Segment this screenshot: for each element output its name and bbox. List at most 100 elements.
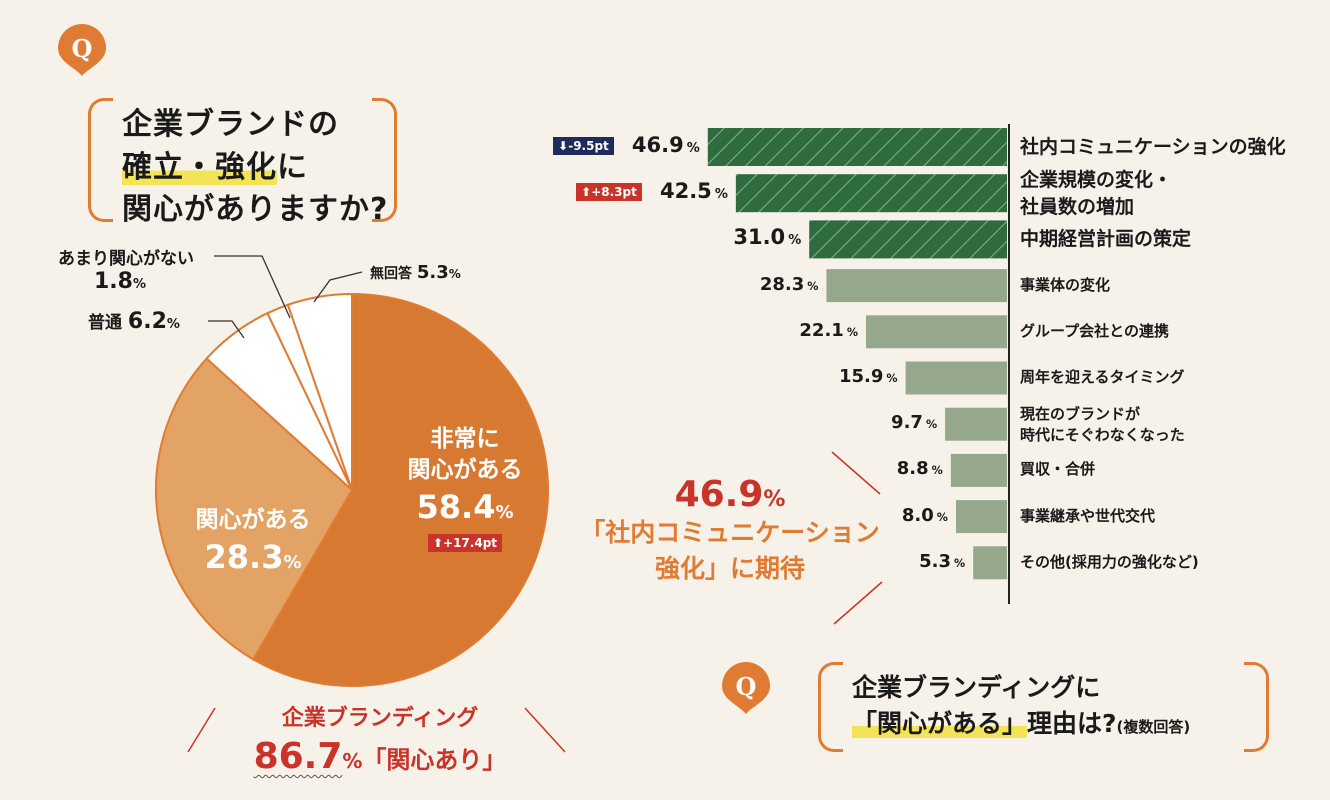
very-number: 58.4 <box>416 488 496 527</box>
leader-noanswer <box>313 271 363 303</box>
bar-value-label: 15.9% <box>838 366 898 387</box>
bar-9 <box>955 500 1007 534</box>
callout-noanswer-label: 無回答 <box>370 266 412 282</box>
q-badge-icon: Q <box>58 24 106 76</box>
bar-value-label: 22.1% <box>799 319 859 341</box>
q1-badge-text: Q <box>72 34 93 63</box>
bar-category-label: グループ会社との連携 <box>1020 321 1169 340</box>
q1-bracket-right <box>372 98 397 222</box>
bar-category-label: 企業規模の変化・ 社員数の増加 <box>1020 169 1173 218</box>
q2-bracket-right <box>1244 662 1269 752</box>
slice-label-some: 関心がある 28.3% <box>178 500 328 576</box>
q2-bracket-left <box>818 662 843 752</box>
pie-slice-some <box>155 357 354 661</box>
q1-highlight: 確立・強化 <box>122 149 277 185</box>
q2-line2-rest: 理由は? <box>1027 709 1117 739</box>
q2-question: 企業ブランディングに 「関心がある」理由は?(複数回答) <box>852 670 1190 743</box>
very-change-text: +17.4pt <box>443 536 498 551</box>
callout-noanswer: 無回答 5.3% <box>370 262 461 283</box>
some-label: 関心がある <box>195 507 311 533</box>
center-note-line3: 強化」に期待 <box>654 554 805 584</box>
q-badge-icon: Q <box>722 662 770 714</box>
pct-unit: % <box>166 317 180 332</box>
pct-unit: % <box>132 277 147 292</box>
summary-unit: % <box>342 749 363 773</box>
bar-4 <box>826 269 1007 303</box>
note-slash-top <box>831 451 881 495</box>
summary-line1: 企業ブランディング <box>281 706 479 731</box>
bar-value-label: 5.3% <box>919 550 966 572</box>
callout-no-interest: あまり関心がない 1.8% <box>58 244 194 294</box>
bar-2 <box>735 174 1007 213</box>
bar-7 <box>945 407 1007 441</box>
pct-unit: % <box>283 552 302 573</box>
bar-value-label: 28.3% <box>759 273 819 295</box>
slice-label-very: 非常に 関心がある 58.4% ⬆+17.4pt <box>380 424 550 553</box>
q1-question: 企業ブランドの 確立・強化に 関心がありますか? <box>122 104 388 232</box>
summary-value: 86.7 <box>253 736 343 777</box>
callout-normal-value: 6.2 <box>127 309 167 334</box>
bar-change-badge: ⬇-9.5pt <box>553 137 614 155</box>
bar-change-badge: ⬆+8.3pt <box>576 183 642 202</box>
bar-value-label: 8.0% <box>901 504 948 526</box>
center-note-number: 46.9 <box>674 474 764 515</box>
very-line2: 関心がある <box>407 457 523 484</box>
summary-rest: 「関心あり」 <box>362 746 507 774</box>
q1-line2-rest: に <box>277 149 308 185</box>
leader-normal <box>208 320 245 339</box>
pie-slice-noanswer <box>286 292 353 491</box>
bar-1 <box>707 128 1007 166</box>
bar-category-label: その他(採用力の強化など) <box>1020 552 1199 571</box>
bar-category-label: 現在のブランドが 時代にそぐわなくなった <box>1020 405 1185 445</box>
center-note: 46.9% 「社内コミュニケーション 強化」に期待 <box>560 474 900 588</box>
q1-bracket-left <box>88 98 113 222</box>
q2-highlight: 「関心がある」 <box>852 709 1028 739</box>
callout-normal-label: 普通 <box>88 313 122 333</box>
q2-line1: 企業ブランディングに <box>852 673 1101 702</box>
bar-5 <box>866 315 1007 349</box>
some-number: 28.3 <box>204 538 284 576</box>
q2-badge-text: Q <box>736 672 757 701</box>
bar-value-label: 31.0% <box>733 225 802 250</box>
center-note-value: 46.9% <box>560 474 900 515</box>
summary-text: 企業ブランディング 86.7%「関心あり」 <box>230 700 530 777</box>
bar-value-label: 42.5% <box>659 179 728 204</box>
bar-value-label: 8.8% <box>896 458 943 480</box>
center-note-unit: % <box>763 487 786 512</box>
callout-no-interest-label: あまり関心がない <box>58 249 194 269</box>
summary-slashes <box>187 707 566 753</box>
bar-6 <box>905 361 1007 395</box>
q1-line3: 関心がありますか? <box>122 192 389 228</box>
q1-line2: 確立・強化に <box>122 147 388 190</box>
q2-line2: 「関心がある」理由は?(複数回答) <box>852 706 1190 742</box>
callout-normal: 普通 6.2% <box>88 308 180 334</box>
bar-category-label: 周年を迎えるタイミング <box>1020 368 1185 386</box>
bar-category-label: 中期経営計画の策定 <box>1020 228 1192 251</box>
bar-category-label: 買収・合併 <box>1020 460 1096 479</box>
pie-slice-very <box>251 292 549 687</box>
bar-category-label: 社内コミュニケーションの強化 <box>1020 136 1286 158</box>
q1-line1: 企業ブランドの <box>122 107 339 142</box>
leader-no-interest <box>214 255 291 319</box>
bar-10 <box>973 546 1007 580</box>
callout-no-interest-value: 1.8% <box>94 269 194 294</box>
center-note-line2: 「社内コミュニケーション <box>580 518 880 547</box>
bar-category-label: 事業継承や世代交代 <box>1020 506 1156 525</box>
some-value: 28.3% <box>178 538 328 576</box>
summary-line2: 86.7%「関心あり」 <box>230 736 530 777</box>
no-interest-number: 1.8 <box>94 269 133 294</box>
q2-note: (複数回答) <box>1116 718 1191 737</box>
bar-category-label: 事業体の変化 <box>1020 275 1111 294</box>
very-line1: 非常に <box>430 426 500 452</box>
bar-value-label: 9.7% <box>891 412 938 434</box>
very-value: 58.4% <box>380 488 550 526</box>
bar-8 <box>950 453 1007 487</box>
bar-value-label: 46.9% <box>631 133 700 157</box>
very-change-badge: ⬆+17.4pt <box>427 534 503 553</box>
bar-3 <box>809 220 1007 259</box>
note-slash-bottom <box>833 581 883 625</box>
callout-noanswer-value: 5.3 <box>416 262 449 283</box>
pct-unit: % <box>448 267 461 281</box>
